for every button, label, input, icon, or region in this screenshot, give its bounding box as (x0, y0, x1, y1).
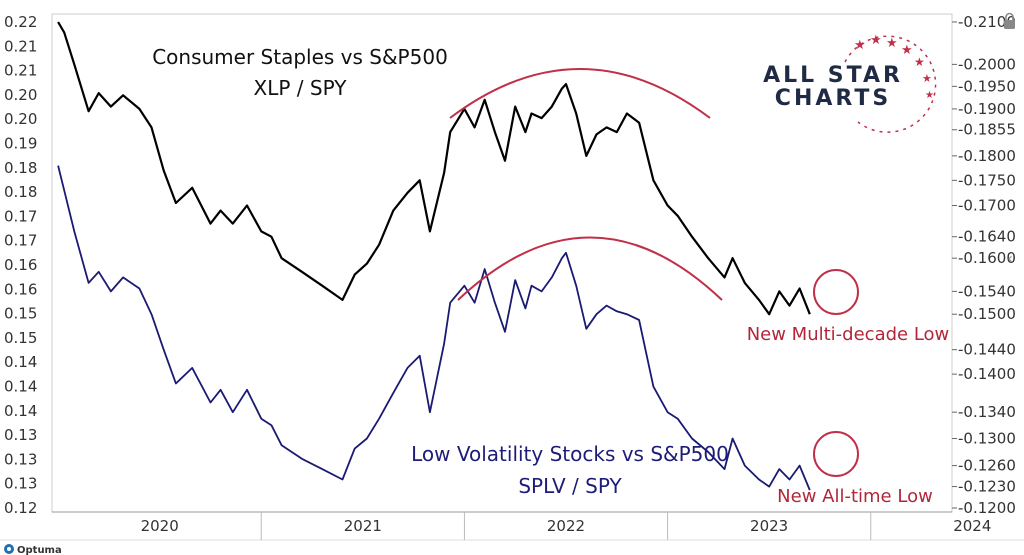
right-tick-label: -0.1200 (958, 499, 1016, 517)
svg-text:★: ★ (914, 55, 925, 69)
svg-text:★: ★ (901, 43, 913, 58)
x-tick-label: 2021 (344, 517, 382, 535)
right-tick-label: -0.2000 (958, 55, 1016, 73)
right-tick-label: -0.1340 (958, 403, 1016, 421)
right-tick-label: -0.1300 (958, 429, 1016, 447)
left-tick-label: 0.15 (4, 329, 37, 347)
left-axis: 0.22 0.21 0.21 0.20 0.20 0.19 0.18 0.18 0.17 0.17… (4, 13, 37, 517)
right-tick-label: -0.1500 (958, 305, 1016, 323)
x-axis: 2020 2021 2022 2023 2024 (141, 512, 991, 540)
star-arc-logo: ★ ★ ★ ★ ★ ★ ★ (844, 33, 937, 133)
left-tick-label: 0.13 (4, 450, 37, 468)
left-tick-label: 0.14 (4, 353, 37, 371)
svg-text:★: ★ (886, 36, 898, 51)
left-tick-label: 0.13 (4, 475, 37, 493)
splv-sublabel: SPLV / SPY (518, 474, 622, 498)
right-axis: -0.2100 -0.2000 -0.1950 -0.1900 -0.1855 -0.18… (952, 13, 1016, 517)
right-tick-label: -0.1900 (958, 100, 1016, 118)
right-tick-label: -0.1700 (958, 197, 1016, 215)
left-tick-label: 0.16 (4, 280, 37, 298)
logo-line1: ALL STAR (763, 63, 903, 88)
right-tick-label: -0.2100 (958, 13, 1016, 31)
left-tick-label: 0.22 (4, 13, 37, 31)
left-tick-label: 0.16 (4, 256, 37, 274)
right-tick-label: -0.1640 (958, 228, 1016, 246)
right-tick-label: -0.1400 (958, 365, 1016, 383)
left-tick-label: 0.14 (4, 378, 37, 396)
x-tick-label: 2024 (953, 517, 991, 535)
chart-title: Consumer Staples vs S&P500 (152, 45, 448, 69)
annotation-multi-decade-low: New Multi-decade Low (747, 324, 950, 345)
left-tick-label: 0.20 (4, 110, 37, 128)
series-lines (57, 21, 811, 491)
top-arc-xlp (449, 68, 711, 119)
series-line-xlp-spy (57, 21, 811, 316)
low-circle-xlp (813, 269, 859, 315)
left-tick-label: 0.13 (4, 426, 37, 444)
top-arc-splv (457, 236, 723, 301)
left-tick-label: 0.21 (4, 37, 37, 55)
right-tick-label: -0.1260 (958, 457, 1016, 475)
svg-text:★: ★ (854, 38, 866, 53)
left-tick-label: 0.19 (4, 135, 37, 153)
optuma-icon (4, 544, 14, 554)
left-tick-label: 0.15 (4, 305, 37, 323)
svg-text:★: ★ (922, 72, 932, 85)
left-tick-label: 0.18 (4, 183, 37, 201)
left-tick-label: 0.21 (4, 62, 37, 80)
right-tick-label: -0.1600 (958, 249, 1016, 267)
splv-label: Low Volatility Stocks vs S&P500 (411, 442, 729, 466)
footer-brand: Optuma (17, 545, 62, 555)
x-tick-label: 2023 (750, 517, 788, 535)
right-tick-label: -0.1950 (958, 77, 1016, 95)
left-tick-label: 0.20 (4, 86, 37, 104)
left-tick-label: 0.17 (4, 232, 37, 250)
left-tick-label: 0.18 (4, 159, 37, 177)
svg-text:★: ★ (925, 90, 934, 101)
annotation-all-time-low: New All-time Low (777, 486, 933, 507)
series-line-splv-spy (57, 165, 811, 491)
x-tick-label: 2022 (547, 517, 585, 535)
left-tick-label: 0.14 (4, 402, 37, 420)
svg-text:★: ★ (870, 33, 882, 48)
collapse-chevron-icon[interactable]: ‹ (1007, 251, 1013, 267)
x-tick-label: 2020 (141, 517, 179, 535)
low-circle-splv (813, 431, 859, 477)
right-tick-label: -0.1440 (958, 341, 1016, 359)
right-tick-label: -0.1540 (958, 282, 1016, 300)
right-tick-label: -0.1800 (958, 147, 1016, 165)
left-tick-label: 0.17 (4, 207, 37, 225)
right-tick-label: -0.1750 (958, 171, 1016, 189)
left-tick-label: 0.12 (4, 499, 37, 517)
right-tick-label: -0.1855 (958, 121, 1016, 139)
lock-icon[interactable] (1004, 12, 1015, 30)
right-tick-label: -0.1230 (958, 478, 1016, 496)
logo-line2: CHARTS (775, 86, 891, 111)
chart-subtitle: XLP / SPY (254, 76, 348, 100)
